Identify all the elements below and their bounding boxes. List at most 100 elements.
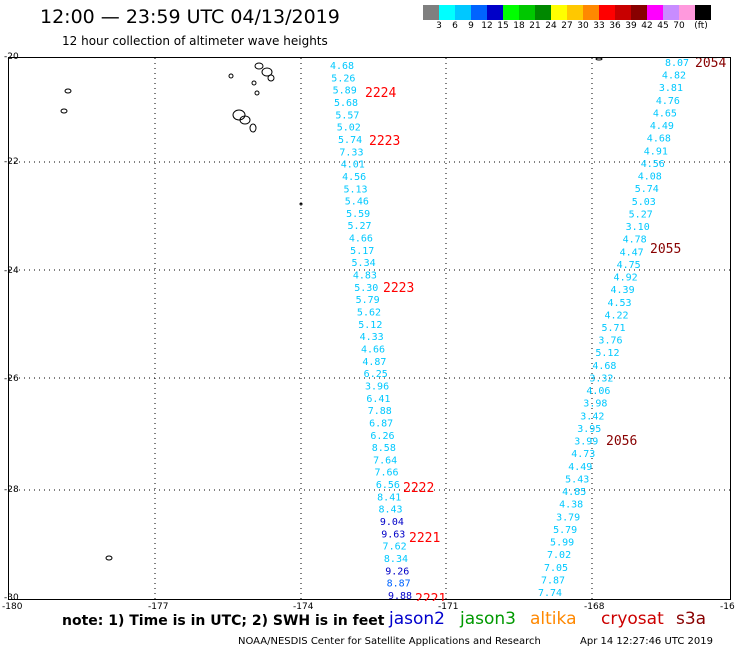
west-track-value: 4.83 [353, 271, 377, 282]
east-track-value: 5.99 [550, 538, 574, 549]
scale-swatch [455, 5, 471, 20]
east-track-value: 4.22 [604, 310, 628, 321]
east-track-value: 3.42 [580, 411, 604, 422]
scale-label: 24 [545, 21, 557, 31]
west-track-value: 5.17 [350, 246, 374, 257]
west-track-value: 6.56 [376, 480, 400, 491]
east-track-value: 7.05 [544, 563, 568, 574]
east-track-value: 4.85 [562, 487, 586, 498]
island-outline [232, 109, 246, 121]
orbit-number-label: 2221 [415, 592, 446, 601]
scale-label: 6 [452, 21, 458, 31]
east-track-value: 4.73 [571, 449, 595, 460]
east-track-value: 3.81 [659, 83, 683, 94]
west-track-value: 5.79 [356, 295, 380, 306]
west-track-value: 7.62 [383, 542, 407, 553]
west-track-value: 7.64 [373, 455, 397, 466]
west-track-value: 6.26 [370, 431, 394, 442]
color-scale-labels: 3 6 9 12 15 18 21 24 27 30 33 36 39 42 45 70 (ft) [423, 21, 740, 33]
legend-jason2: jason2 [389, 609, 445, 629]
longitude-label: -177 [148, 602, 169, 612]
east-track-value: 3.98 [583, 399, 607, 410]
west-track-value: 9.26 [385, 566, 409, 577]
timestamp-text: Apr 14 12:27:46 UTC 2019 [580, 636, 713, 647]
scale-label: 12 [481, 21, 493, 31]
east-track-value: 5.27 [629, 209, 653, 220]
scale-swatch [519, 5, 535, 20]
east-track-value: 4.56 [641, 159, 665, 170]
east-track-value: 4.53 [608, 298, 632, 309]
west-track-value: 5.12 [358, 320, 382, 331]
legend-altika: altika [530, 609, 577, 629]
island-outline [239, 115, 251, 125]
island-outline [251, 80, 257, 86]
island-outline [228, 73, 234, 79]
west-track-value: 5.46 [345, 197, 369, 208]
island-outline [254, 90, 260, 96]
scale-swatch [535, 5, 551, 20]
scale-label: 9 [468, 21, 474, 31]
west-track-value: 8.41 [377, 492, 401, 503]
west-track-value: 5.27 [347, 221, 371, 232]
scale-swatch [647, 5, 663, 20]
scale-label: 36 [609, 21, 621, 31]
east-track-value: 4.47 [620, 247, 644, 258]
west-track-value: 8.87 [387, 579, 411, 590]
east-track-value: 4.68 [647, 134, 671, 145]
legend-s3a: s3a [676, 609, 707, 629]
scale-swatch [615, 5, 631, 20]
west-track-value: 6.25 [364, 369, 388, 380]
longitude-label: -16 [720, 602, 735, 612]
scale-swatch [551, 5, 567, 20]
longitude-label: -174 [293, 602, 314, 612]
longitude-label: -180 [2, 602, 23, 612]
east-track-value: 4.49 [650, 121, 674, 132]
scale-swatch [663, 5, 679, 20]
scale-swatch [503, 5, 519, 20]
scale-label: 39 [625, 21, 637, 31]
scale-swatch [679, 5, 695, 20]
east-track-value: 4.78 [623, 235, 647, 246]
scale-swatch [599, 5, 615, 20]
orbit-number-label: 2223 [369, 134, 400, 149]
map-plot: 4.68 5.26 5.89 5.68 5.57 5.02 5.74 7.33 4.01 4.56… [8, 56, 732, 607]
east-track-value: 3.99 [574, 437, 598, 448]
west-track-value: 7.33 [339, 147, 363, 158]
east-track-value: 7.02 [547, 550, 571, 561]
legend-cryosat: cryosat [601, 609, 664, 629]
west-track-value: 8.58 [372, 443, 396, 454]
island-outline [299, 202, 303, 206]
west-track-value: 5.74 [338, 135, 362, 146]
scale-label: 45 [657, 21, 669, 31]
latitude-label: -20 [4, 52, 19, 62]
scale-swatch [487, 5, 503, 20]
east-track-value: 3.10 [626, 222, 650, 233]
east-track-value: 3.76 [598, 336, 622, 347]
west-track-value: 5.30 [354, 283, 378, 294]
west-track-value: 5.62 [357, 308, 381, 319]
west-track-value: 5.59 [346, 209, 370, 220]
latitude-label: -26 [4, 374, 19, 384]
island-outline [105, 555, 113, 561]
island-outline [595, 57, 603, 61]
scale-label: 30 [577, 21, 589, 31]
scale-swatch [439, 5, 455, 20]
west-track-value: 5.02 [337, 123, 361, 134]
scale-label: 18 [513, 21, 525, 31]
east-track-value: 5.03 [632, 197, 656, 208]
west-track-value: 7.88 [368, 406, 392, 417]
east-track-value: 5.43 [565, 474, 589, 485]
east-track-value: 4.68 [592, 361, 616, 372]
color-scale [423, 5, 711, 21]
page-subtitle: 12 hour collection of altimeter wave hei… [62, 34, 328, 48]
map-canvas: 4.685.265.895.685.575.025.747.334.014.56… [9, 56, 732, 607]
west-track-value: 4.56 [342, 172, 366, 183]
east-track-value: 5.12 [595, 348, 619, 359]
east-track-value: 4.91 [644, 146, 668, 157]
east-track-value: 5.79 [553, 525, 577, 536]
scale-swatch [631, 5, 647, 20]
east-track-value: 4.39 [611, 285, 635, 296]
east-track-value: 4.06 [586, 386, 610, 397]
east-track-value: 4.38 [559, 500, 583, 511]
island-outline [267, 74, 275, 82]
